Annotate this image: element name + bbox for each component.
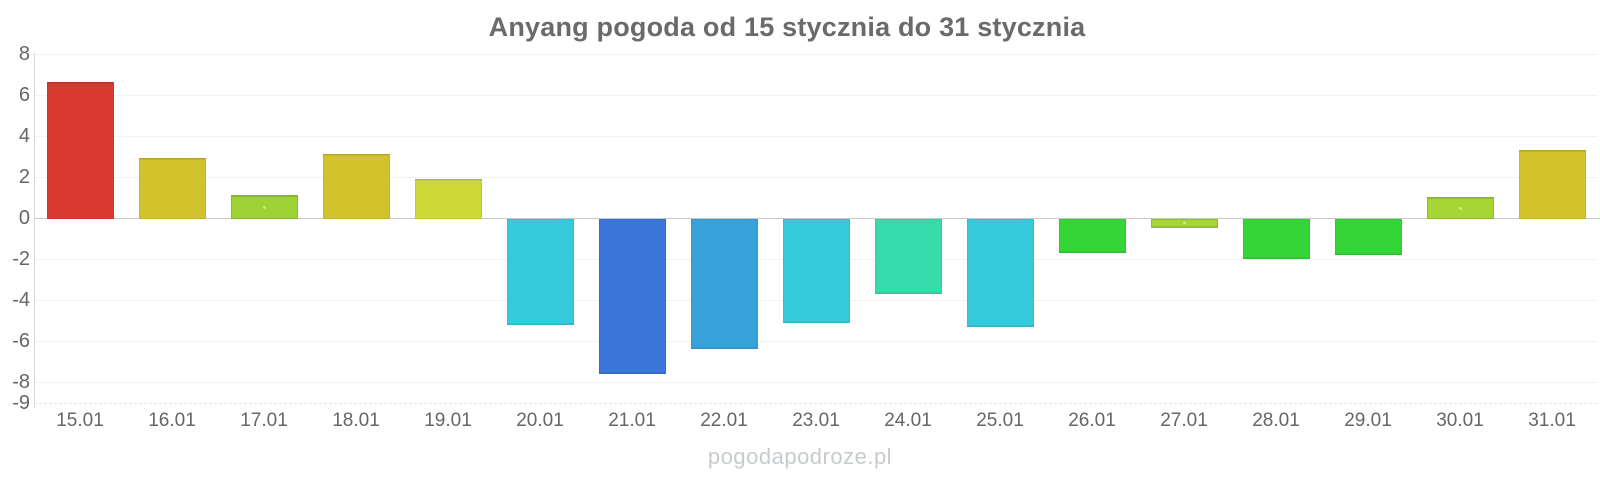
bar-24.01[interactable] <box>875 219 942 294</box>
bar-26.01[interactable] <box>1059 219 1126 253</box>
x-axis-label: 18.01 <box>332 410 380 431</box>
x-axis-label: 16.01 <box>148 410 196 431</box>
bar-22.01[interactable] <box>691 219 758 349</box>
x-axis-label: 19.01 <box>424 410 472 431</box>
bar-15.01[interactable] <box>47 82 114 219</box>
bar-27.01[interactable] <box>1151 219 1218 228</box>
bar-20.01[interactable] <box>507 219 574 325</box>
gridline <box>34 341 1597 342</box>
x-axis-label: 17.01 <box>240 410 288 431</box>
y-axis-label: 8 <box>18 43 30 65</box>
bar-29.01[interactable] <box>1335 219 1402 255</box>
x-axis-label: 31.01 <box>1528 410 1576 431</box>
chart-title: Anyang pogoda od 15 stycznia do 31 stycz… <box>488 12 1086 42</box>
x-axis-label: 30.01 <box>1436 410 1484 431</box>
bar-30.01[interactable] <box>1427 197 1494 219</box>
y-axis-label: -4 <box>12 289 30 311</box>
y-axis-label: -9 <box>12 392 30 414</box>
gridline <box>34 382 1597 383</box>
bar-28.01[interactable] <box>1243 219 1310 259</box>
y-axis-label: 2 <box>18 166 30 188</box>
y-axis-label: 6 <box>18 84 30 106</box>
bar-21.01[interactable] <box>599 219 666 374</box>
watermark: pogodapodroze.pl <box>707 444 893 469</box>
y-axis-label: 4 <box>18 125 30 147</box>
y-axis-label: 0 <box>18 207 30 229</box>
x-axis-label: 25.01 <box>976 410 1024 431</box>
x-axis-label: 15.01 <box>56 410 104 431</box>
bar-17.01[interactable] <box>231 195 298 219</box>
y-axis-label: -6 <box>12 330 30 352</box>
bar-31.01[interactable] <box>1519 150 1586 219</box>
x-axis-label: 23.01 <box>792 410 840 431</box>
baseline-dashed <box>34 403 1597 404</box>
y-axis-label: -8 <box>12 371 30 393</box>
gridline <box>34 95 1597 96</box>
bar-19.01[interactable] <box>415 179 482 219</box>
x-axis-label: 27.01 <box>1160 410 1208 431</box>
y-axis-line <box>34 53 35 408</box>
zero-line <box>34 218 1600 219</box>
x-axis-label: 28.01 <box>1252 410 1300 431</box>
x-axis-label: 26.01 <box>1068 410 1116 431</box>
x-axis-label: 21.01 <box>608 410 656 431</box>
gridline <box>34 177 1597 178</box>
x-axis-label: 20.01 <box>516 410 564 431</box>
bar-23.01[interactable] <box>783 219 850 323</box>
y-axis-label: -2 <box>12 248 30 270</box>
bar-16.01[interactable] <box>139 158 206 219</box>
bar-25.01[interactable] <box>967 219 1034 327</box>
x-axis-label: 24.01 <box>884 410 932 431</box>
x-axis-label: 22.01 <box>700 410 748 431</box>
bar-18.01[interactable] <box>323 154 390 219</box>
gridline <box>34 136 1597 137</box>
x-axis-label: 29.01 <box>1344 410 1392 431</box>
gridline <box>34 54 1597 55</box>
